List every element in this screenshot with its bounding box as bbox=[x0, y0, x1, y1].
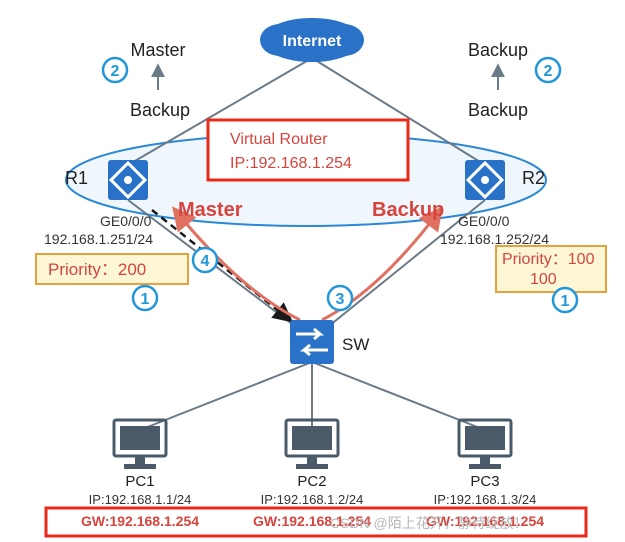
r2-priority: Priority：100 bbox=[502, 251, 595, 268]
step-circle-3: 3 bbox=[328, 286, 352, 310]
step-circle-1: 1 bbox=[553, 288, 577, 312]
switch-label: SW bbox=[342, 335, 369, 354]
r1-state-bot: Backup bbox=[130, 100, 190, 120]
svg-text:1: 1 bbox=[141, 291, 150, 308]
r1-intf: GE0/0/0 bbox=[100, 213, 152, 229]
r2-state-top: Backup bbox=[468, 40, 528, 60]
pc-name: PC2 bbox=[297, 473, 326, 490]
internet-label: Internet bbox=[283, 33, 342, 50]
step-circle-2: 2 bbox=[103, 58, 127, 82]
pc-ip: IP:192.168.1.3/24 bbox=[434, 492, 537, 507]
r2-state-bot: Backup bbox=[468, 100, 528, 120]
r1-ip: 192.168.1.251/24 bbox=[44, 231, 153, 247]
step-circle-4: 4 bbox=[193, 248, 217, 272]
r1-priority-box: Priority：200 bbox=[36, 254, 188, 284]
svg-text:3: 3 bbox=[336, 291, 345, 308]
r1-state-top: Master bbox=[130, 40, 185, 60]
pc-gw: GW:192.168.1.254 bbox=[81, 513, 199, 529]
pc-pc2: PC2IP:192.168.1.2/24GW:192.168.1.254 bbox=[253, 420, 371, 529]
pc-name: PC3 bbox=[470, 473, 499, 490]
watermark-text: CSDN @陌上花开，静待绽放！ bbox=[330, 515, 528, 531]
svg-text:4: 4 bbox=[201, 253, 210, 270]
role-backup: Backup bbox=[372, 199, 444, 221]
internet-cloud: Internet bbox=[260, 18, 364, 62]
virtual-router-l1: Virtual Router bbox=[230, 131, 328, 148]
pc-name: PC1 bbox=[125, 473, 154, 490]
r2-intf: GE0/0/0 bbox=[458, 213, 510, 229]
step-circle-1: 1 bbox=[133, 286, 157, 310]
r2-name: R2 bbox=[522, 168, 545, 188]
virtual-router-l2: IP:192.168.1.254 bbox=[230, 155, 352, 172]
svg-text:1: 1 bbox=[561, 293, 570, 310]
pc-pc1: PC1 IP:192.168.1.1/24 GW:192.168.1.254 bbox=[81, 420, 199, 529]
switch-sw: SW bbox=[290, 320, 369, 364]
pc-ip: IP:192.168.1.2/24 bbox=[261, 492, 364, 507]
pc-pc3: PC3IP:192.168.1.3/24GW:192.168.1.254 bbox=[426, 420, 544, 529]
r1-priority: Priority：200 bbox=[48, 260, 146, 279]
step-circle-2: 2 bbox=[536, 58, 560, 82]
virtual-router-box: Virtual Router IP:192.168.1.254 bbox=[208, 120, 408, 180]
r2-priority-box: Priority：100 100 bbox=[496, 246, 606, 292]
svg-text:2: 2 bbox=[544, 63, 553, 80]
svg-text:100: 100 bbox=[530, 271, 557, 288]
pc-ip: IP:192.168.1.1/24 bbox=[89, 492, 192, 507]
role-master: Master bbox=[178, 199, 243, 221]
network-diagram: Internet R1 GE0/0/0 192.168.1.251/24 Mas… bbox=[0, 0, 625, 542]
svg-text:2: 2 bbox=[111, 63, 120, 80]
r2-ip: 192.168.1.252/24 bbox=[440, 231, 549, 247]
r1-name: R1 bbox=[65, 168, 88, 188]
pcs: PC1 IP:192.168.1.1/24 GW:192.168.1.254 PC2 I… bbox=[81, 420, 544, 529]
